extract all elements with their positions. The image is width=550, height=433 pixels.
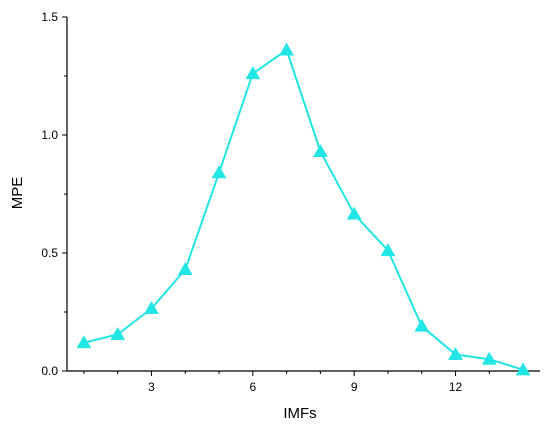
x-tick-label: 12 xyxy=(449,380,463,394)
data-point-triangle xyxy=(211,165,227,179)
y-tick-label: 1.5 xyxy=(41,10,58,24)
ticks: 3 6 9 12 0.0 0.5 1.0 1.5 xyxy=(41,10,524,394)
data-point-triangle xyxy=(515,362,531,376)
x-tick-label: 6 xyxy=(249,380,256,394)
data-point-triangle xyxy=(481,351,497,365)
y-tick-label: 0.5 xyxy=(41,246,58,260)
data-point-triangle xyxy=(177,262,193,276)
x-axis-label: IMFs xyxy=(283,405,316,422)
x-tick-label: 3 xyxy=(148,380,155,394)
data-point-triangle xyxy=(144,300,159,314)
data-point-triangle xyxy=(380,243,396,257)
data-point-triangle xyxy=(346,206,362,220)
series-line xyxy=(83,48,524,371)
data-point-triangle xyxy=(448,346,463,360)
data-point-triangle xyxy=(279,42,295,56)
data-point-triangle xyxy=(245,66,261,80)
series-layer xyxy=(76,42,531,376)
y-tick-label: 0.0 xyxy=(41,364,58,378)
y-axis-label: MPE xyxy=(9,177,26,210)
y-tick-label: 1.0 xyxy=(41,128,58,142)
data-point-triangle xyxy=(414,318,430,332)
data-point-triangle xyxy=(110,326,126,340)
data-point-triangle xyxy=(312,144,328,158)
data-point-triangle xyxy=(76,335,92,349)
x-tick-label: 9 xyxy=(351,380,358,394)
